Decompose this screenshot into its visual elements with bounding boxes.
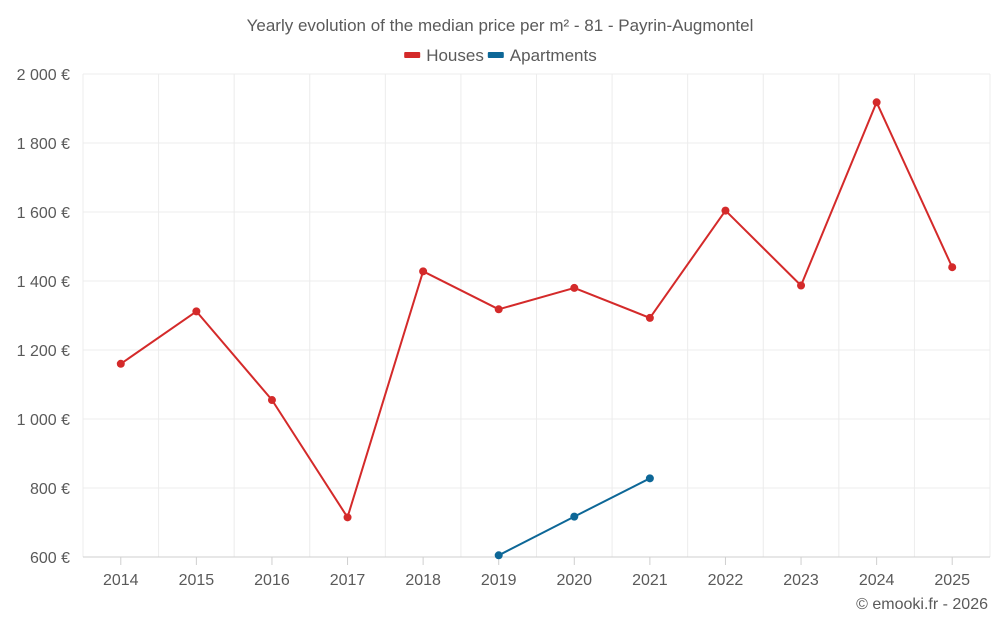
y-tick-label: 1 600 € [17,205,70,222]
data-point-houses [267,396,276,405]
x-tick-label: 2018 [405,572,441,589]
x-tick-label: 2016 [254,572,290,589]
x-tick-label: 2024 [859,572,895,589]
x-tick-label: 2021 [632,572,668,589]
data-point-houses [872,98,881,107]
legend: Houses Apartments [404,46,597,65]
y-tick-label: 1 200 € [17,343,70,360]
y-tick-label: 1 800 € [17,136,70,153]
data-point-houses [570,283,579,292]
legend-swatch-apartments [487,52,504,58]
data-point-houses [797,281,806,290]
x-tick-label: 2014 [103,572,139,589]
x-tick-label: 2023 [783,572,819,589]
x-tick-label: 2025 [934,572,970,589]
data-point-houses [721,206,730,215]
data-point-apartments [570,512,579,521]
data-point-houses [419,267,428,276]
x-tick-label: 2020 [556,572,592,589]
data-point-houses [116,359,125,368]
x-tick-label: 2019 [481,572,517,589]
legend-label-apartments: Apartments [510,46,597,65]
series-line-houses [120,101,954,519]
y-axis: 600 € 800 € 1 000 € 1 200 € 1 400 € 1 600 € 1 … [17,67,70,567]
chart-title: Yearly evolution of the median price per… [247,16,754,35]
y-tick-label: 1 400 € [17,274,70,291]
x-tick-label: 2015 [179,572,215,589]
data-point-houses [948,263,957,272]
y-tick-label: 800 € [30,481,70,498]
data-point-apartments [494,551,503,560]
x-tick-label: 2017 [330,572,366,589]
y-tick-label: 2 000 € [17,67,70,84]
data-point-apartments [645,474,654,483]
data-point-houses [645,313,654,322]
y-tick-label: 1 000 € [17,412,70,429]
data-point-houses [343,513,352,522]
y-tick-label: 600 € [30,550,70,567]
grid [82,73,991,557]
x-axis: 2014 2015 2016 2017 2018 2019 2020 2021 2022 2023… [83,556,990,589]
x-tick-label: 2022 [708,572,744,589]
credit-text: © emooki.fr - 2026 [856,596,988,613]
data-point-houses [494,305,503,314]
data-point-houses [192,307,201,316]
legend-swatch-houses [404,52,421,58]
series-layer [116,98,957,560]
legend-label-houses: Houses [426,46,484,65]
